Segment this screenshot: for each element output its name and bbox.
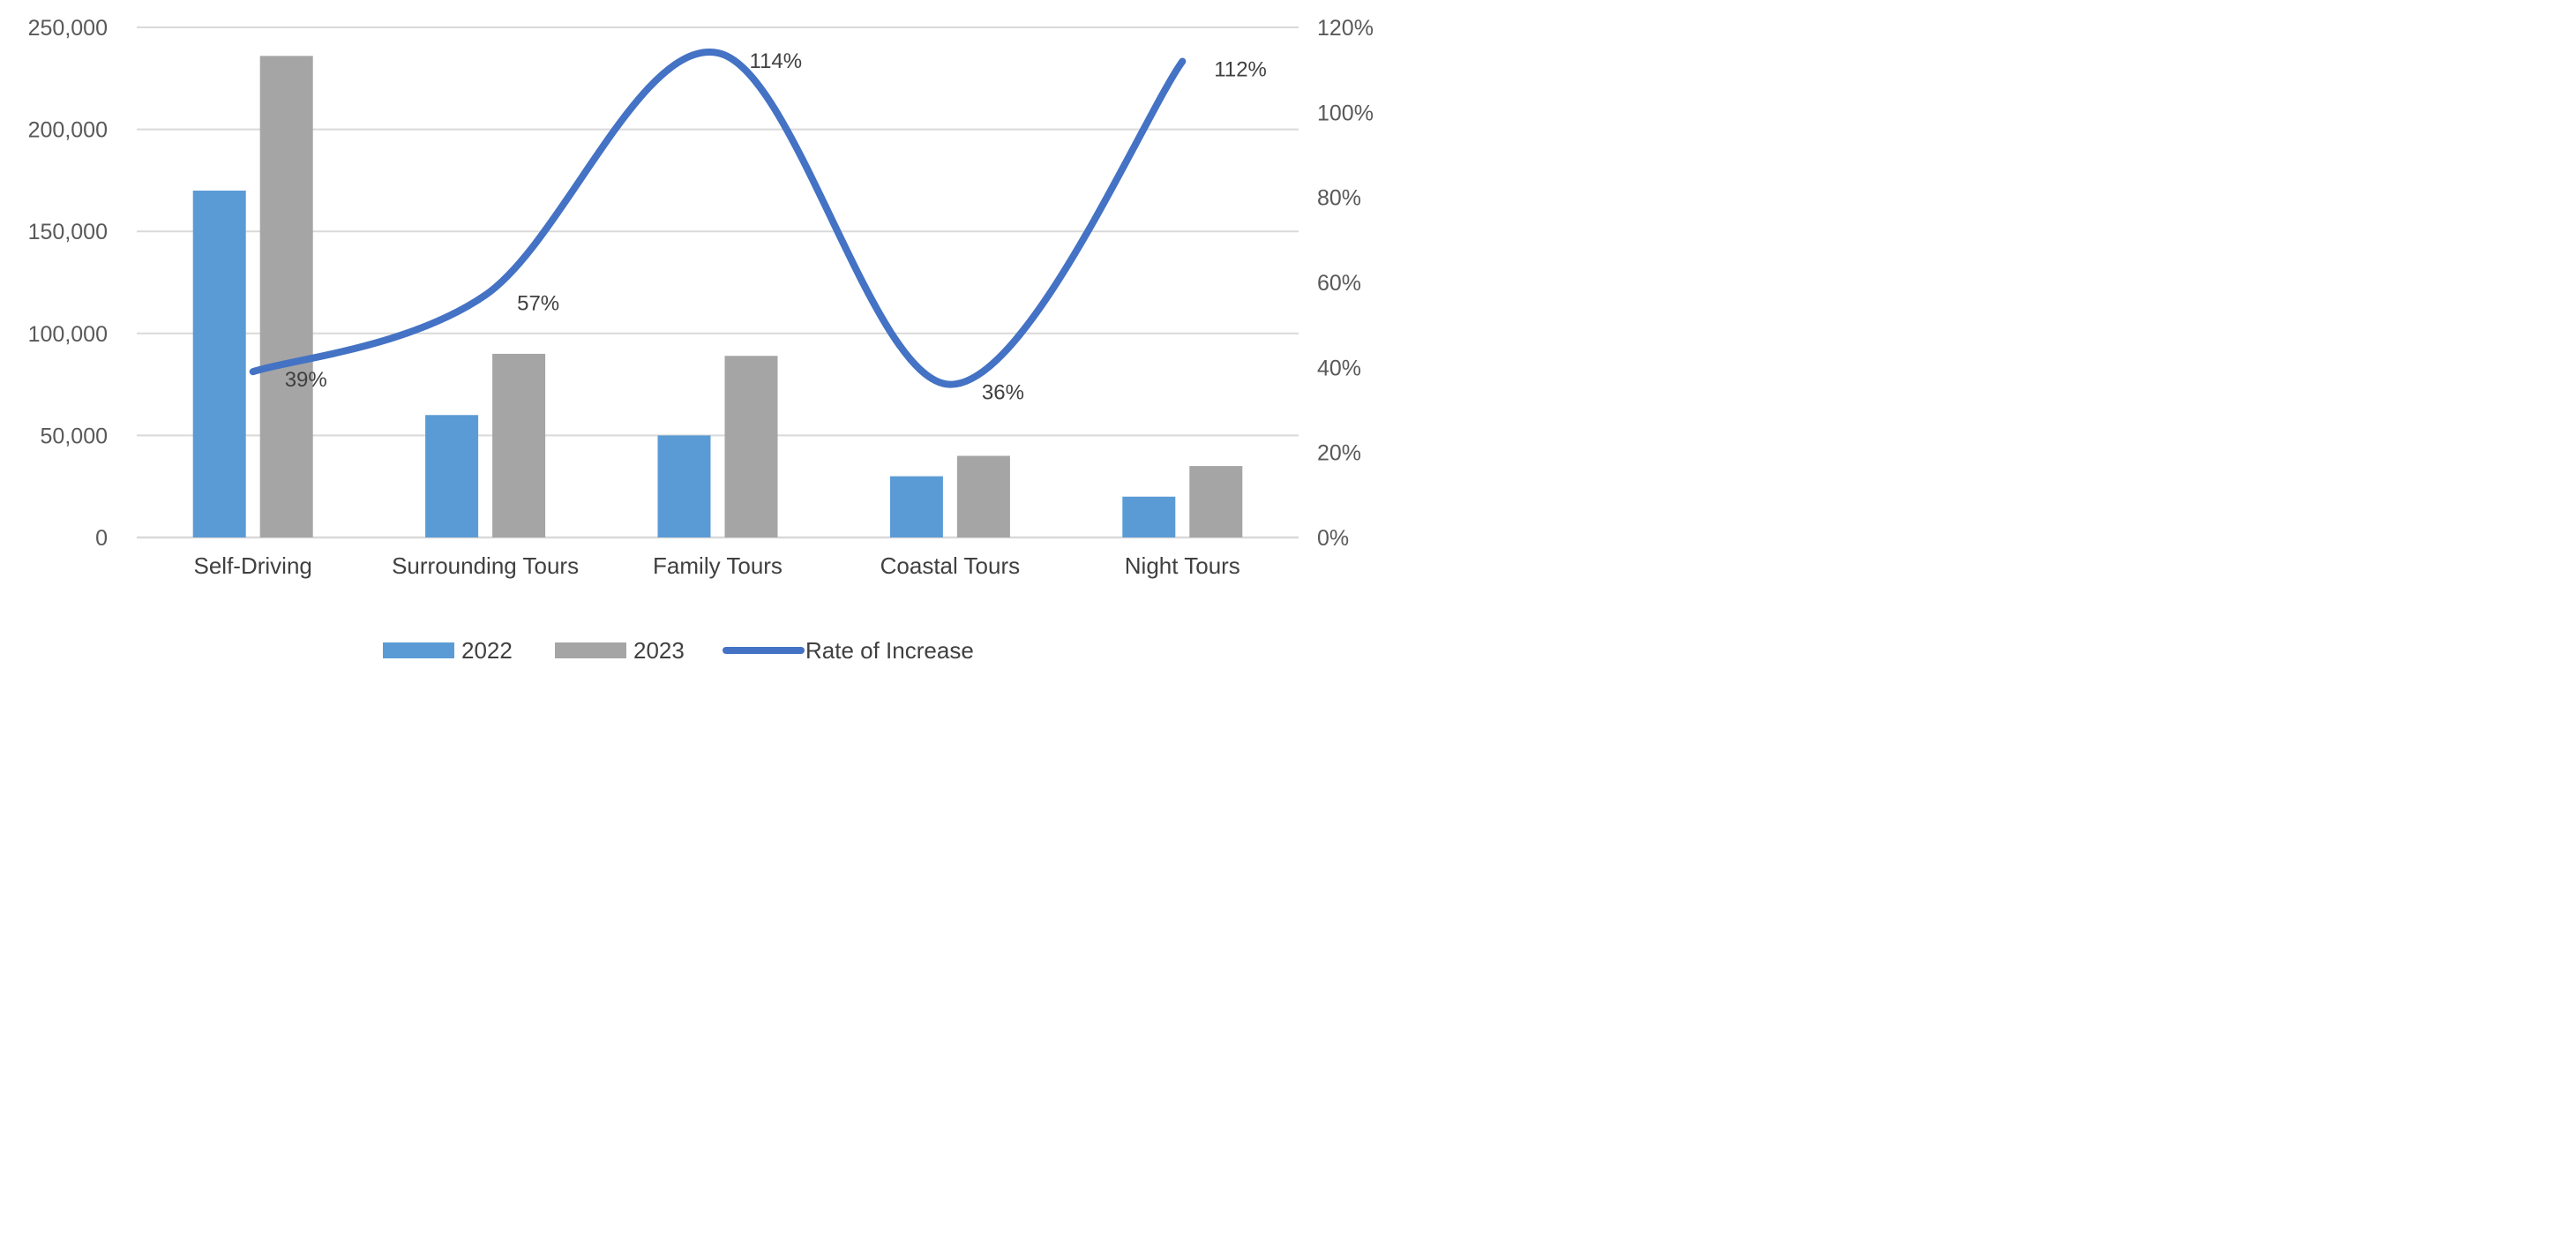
data-label: 57%	[517, 291, 559, 315]
right-axis-tick-label: 20%	[1317, 441, 1361, 466]
right-axis-tick-label: 60%	[1317, 271, 1361, 296]
left-axis-tick-label: 0	[95, 526, 108, 551]
left-axis-tick-label: 200,000	[28, 118, 108, 143]
data-label: 114%	[750, 49, 803, 73]
left-axis-tick-label: 50,000	[41, 424, 108, 448]
bar-2022	[425, 415, 479, 537]
bar-2022	[1122, 496, 1176, 537]
bar-2023	[956, 455, 1010, 537]
data-label: 112%	[1214, 58, 1267, 82]
bar-2023	[724, 356, 778, 537]
data-labels: 39% 57% 114% 36% 112%	[285, 49, 1267, 405]
right-axis-tick-label: 120%	[1317, 16, 1374, 41]
data-label: 36%	[982, 381, 1024, 405]
right-axis-tick-label: 0%	[1317, 526, 1349, 551]
combo-bar-line-chart: 0 50,000 100,000 150,000 200,000 250,000 0% 20%…	[28, 16, 1374, 664]
right-axis-tick-label: 40%	[1317, 356, 1361, 380]
line-series	[249, 49, 1187, 388]
axes: 0 50,000 100,000 150,000 200,000 250,000 0% 20%…	[28, 16, 1374, 579]
bar-2023	[259, 56, 313, 538]
bar-2022	[192, 190, 246, 537]
left-axis-tick-label: 150,000	[28, 220, 108, 244]
line-Rate of Increase	[249, 49, 1187, 388]
data-label: 39%	[285, 368, 327, 392]
right-axis-tick-label: 100%	[1317, 101, 1374, 125]
legend: 2022 2023 Rate of Increase	[383, 637, 974, 664]
left-axis-tick-label: 100,000	[28, 322, 108, 347]
legend-label: 2023	[633, 637, 685, 664]
bar-2022	[889, 476, 943, 537]
category-label: Surrounding Tours	[392, 552, 579, 579]
bar-2022	[657, 435, 711, 537]
category-label: Self-Driving	[194, 552, 312, 579]
chart-container: 0 50,000 100,000 150,000 200,000 250,000 0% 20%…	[0, 0, 1383, 678]
category-label: Night Tours	[1125, 552, 1240, 579]
legend-label: 2022	[461, 637, 513, 664]
category-label: Family Tours	[653, 552, 783, 579]
legend-swatch-2023	[555, 642, 626, 658]
legend-swatch-2022	[383, 642, 454, 658]
left-axis-tick-label: 250,000	[28, 16, 108, 41]
bar-series	[192, 56, 1243, 538]
gridlines	[137, 26, 1299, 539]
bar-2023	[1189, 466, 1243, 537]
category-label: Coastal Tours	[880, 552, 1021, 579]
bar-2023	[492, 353, 546, 537]
legend-label: Rate of Increase	[805, 637, 974, 664]
right-axis-tick-label: 80%	[1317, 186, 1361, 211]
